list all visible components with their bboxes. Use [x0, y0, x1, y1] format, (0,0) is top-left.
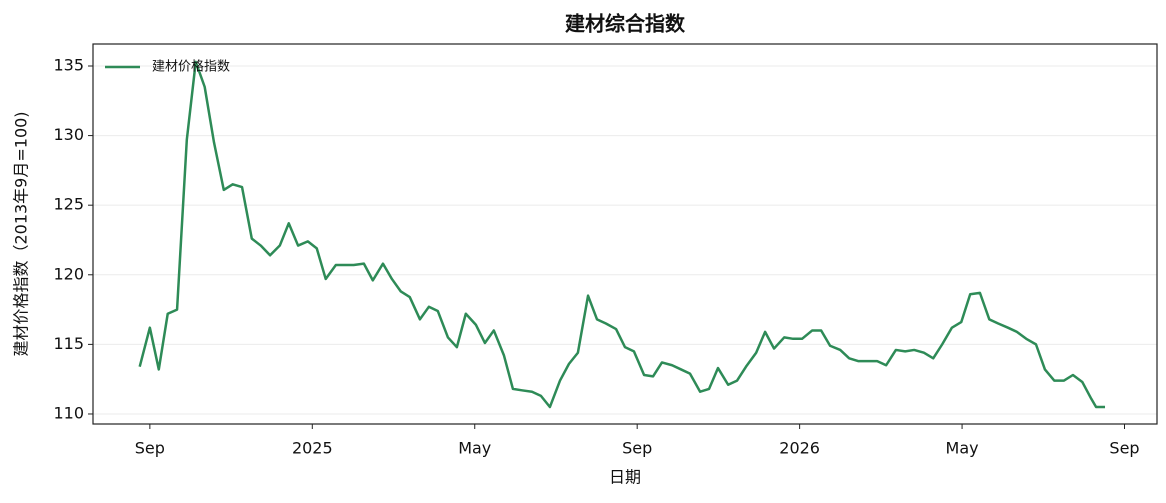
- y-tick-label: 135: [53, 55, 84, 74]
- x-tick-label: Sep: [622, 439, 652, 458]
- x-axis-label: 日期: [609, 468, 641, 487]
- y-tick-label: 110: [53, 403, 84, 422]
- x-tick-label: May: [458, 439, 491, 458]
- plot-frame: [92, 43, 1158, 425]
- x-tick-label: May: [946, 439, 979, 458]
- data-line: [138, 60, 1106, 409]
- chart-title: 建材综合指数: [565, 12, 686, 36]
- x-tick-label: 2025: [292, 439, 333, 458]
- y-tick-label: 115: [53, 334, 84, 353]
- y-tick-label: 130: [53, 125, 84, 144]
- x-tick-label: 2026: [779, 439, 820, 458]
- x-tick-label: Sep: [135, 439, 165, 458]
- y-tick-label: 120: [53, 264, 84, 283]
- x-tick-label: Sep: [1109, 439, 1139, 458]
- y-tick-label: 125: [53, 195, 84, 214]
- y-axis-label: 建材价格指数（2013年9月=100): [12, 111, 31, 356]
- legend-label: 建材价格指数: [152, 59, 230, 75]
